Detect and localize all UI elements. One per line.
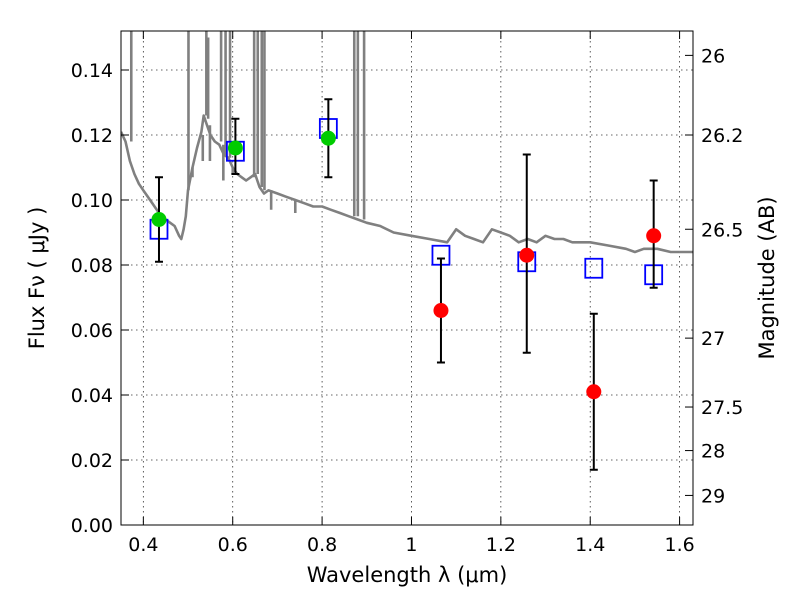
y2-tick-label: 26 <box>701 45 725 67</box>
detection-point <box>646 228 662 244</box>
model-photometry-square <box>584 257 604 279</box>
y2-tick-label: 27 <box>701 328 725 350</box>
detection-point <box>320 130 336 146</box>
x-tick-label: 1.2 <box>486 534 516 556</box>
detection-point <box>433 303 449 318</box>
y-tick-label: 0.00 <box>71 515 113 537</box>
y2-axis-label: Magnitude (AB) <box>755 196 779 359</box>
axis-ticks: 0.4 0.6 0.8 1 1.2 1.4 1.6 0.00 0.02 0.04 0.06 0.08 0… <box>71 31 743 556</box>
plot-data <box>121 31 693 471</box>
y-tick-label: 0.10 <box>71 190 113 212</box>
x-tick-label: 0.8 <box>307 534 337 556</box>
detection-point <box>151 212 167 227</box>
x-tick-label: 1.6 <box>664 534 694 556</box>
y-tick-label: 0.12 <box>71 125 113 147</box>
y-axis-label: Flux Fν ( μJy ) <box>25 207 49 350</box>
detection-point <box>519 247 535 263</box>
y2-tick-label: 26.5 <box>701 219 743 241</box>
y2-tick-label: 26.2 <box>701 125 743 147</box>
x-tick-label: 0.4 <box>128 534 158 556</box>
x-tick-label: 1.4 <box>575 534 605 556</box>
y-tick-label: 0.02 <box>71 450 113 472</box>
y-tick-label: 0.04 <box>71 385 113 407</box>
sed-model-line <box>121 114 693 254</box>
plot-frame <box>120 30 694 526</box>
y2-tick-label: 29 <box>701 485 725 507</box>
y2-tick-label: 28 <box>701 441 725 463</box>
x-tick-label: 1 <box>405 534 417 556</box>
y-tick-label: 0.14 <box>71 60 113 82</box>
x-axis-label: Wavelength λ (μm) <box>307 563 508 587</box>
y-tick-label: 0.08 <box>71 255 113 277</box>
x-tick-label: 0.6 <box>218 534 248 556</box>
y-tick-label: 0.06 <box>71 320 113 342</box>
y2-tick-label: 27.5 <box>701 397 743 419</box>
detection-point <box>227 140 243 156</box>
gridlines <box>121 31 693 526</box>
detection-point <box>586 384 602 400</box>
